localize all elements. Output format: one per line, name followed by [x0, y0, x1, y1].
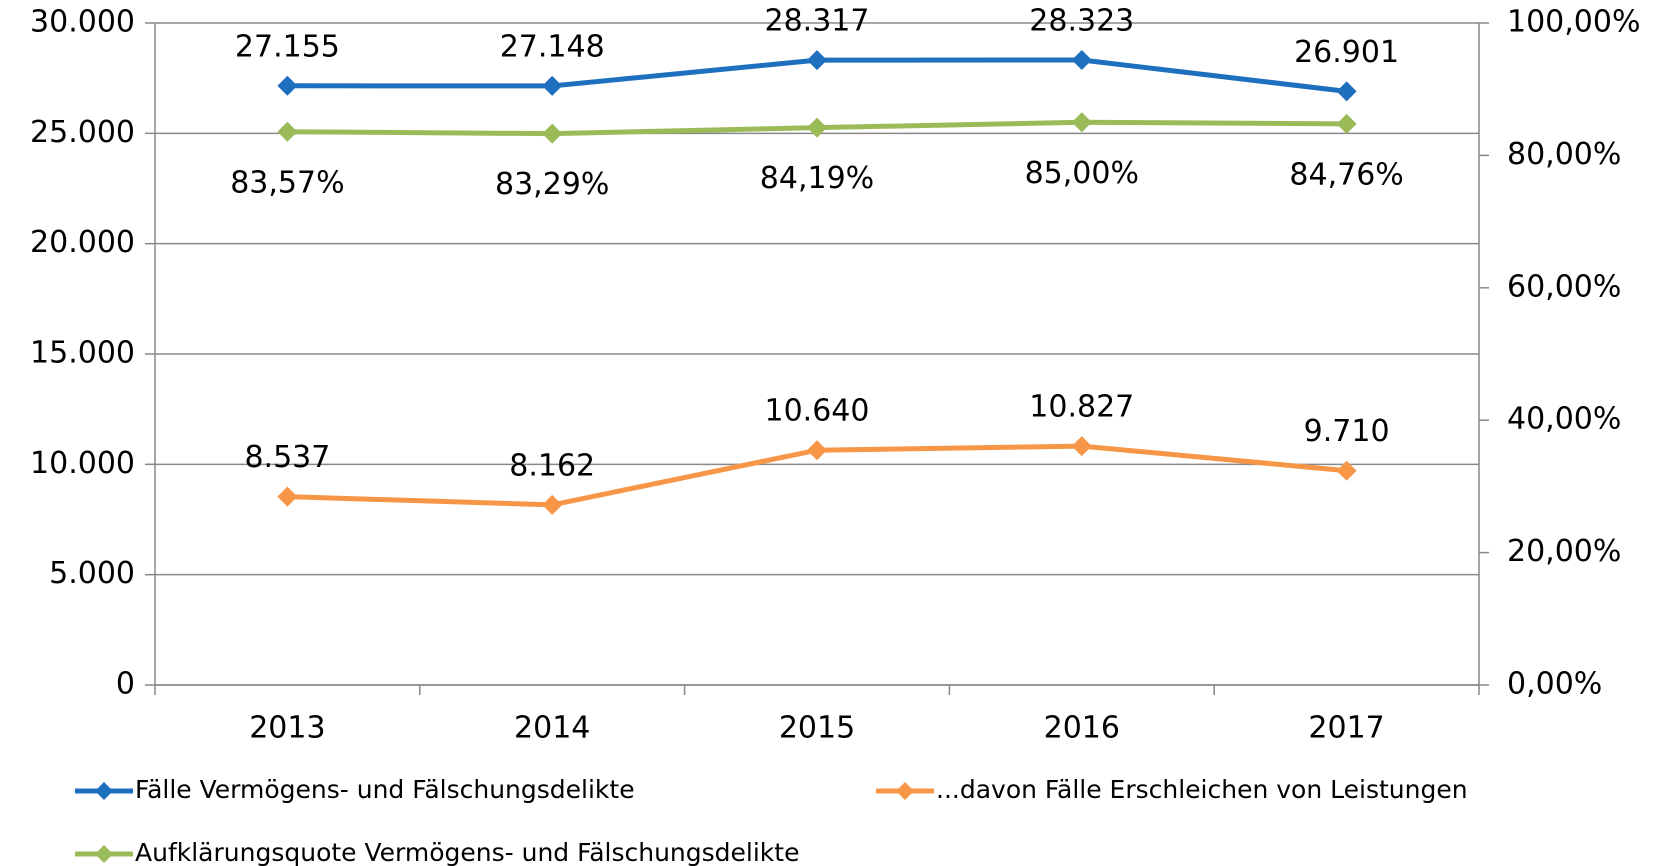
data-label: 84,19%: [760, 161, 874, 196]
data-label: 8.162: [509, 448, 595, 483]
marker: [807, 117, 827, 138]
y-tick-label: 30.000: [30, 5, 135, 40]
legend-label: Fälle Vermögens- und Fälschungsdelikte: [135, 775, 635, 804]
data-label: 84,76%: [1289, 157, 1403, 192]
y-tick-label: 10.000: [30, 446, 135, 481]
marker: [1336, 81, 1357, 102]
legend-label: ...davon Fälle Erschleichen von Leistung…: [936, 775, 1468, 804]
data-label: 83,29%: [495, 167, 609, 202]
marker: [1336, 460, 1357, 481]
x-tick-label: 2013: [249, 711, 325, 746]
y2-tick-label: 60,00%: [1507, 269, 1621, 304]
y2-tick-label: 0,00%: [1507, 667, 1602, 702]
y-tick-label: 0: [116, 667, 135, 702]
y-tick-label: 15.000: [30, 336, 135, 371]
marker: [542, 494, 563, 515]
legend-marker: [896, 782, 914, 800]
legend-label: Aufklärungsquote Vermögens- und Fälschun…: [135, 838, 799, 866]
marker: [542, 123, 563, 144]
data-label: 10.827: [1029, 390, 1134, 425]
marker: [1336, 113, 1357, 134]
marker: [807, 50, 827, 71]
y-tick-label: 5.000: [49, 556, 135, 591]
data-label: 28.317: [765, 4, 870, 39]
legend-marker: [95, 782, 113, 800]
data-label: 9.710: [1304, 414, 1390, 449]
y2-tick-label: 20,00%: [1507, 534, 1621, 569]
legend-marker: [95, 845, 113, 863]
marker: [277, 121, 298, 142]
x-tick-label: 2015: [779, 711, 855, 746]
data-label: 8.537: [244, 440, 330, 475]
marker: [1071, 112, 1092, 133]
data-label: 27.155: [235, 29, 340, 64]
data-label: 85,00%: [1025, 156, 1139, 191]
marker: [1071, 436, 1092, 457]
x-tick-label: 2017: [1308, 711, 1384, 746]
marker: [277, 486, 298, 507]
y-tick-label: 25.000: [30, 115, 135, 150]
marker: [1071, 50, 1092, 71]
marker: [542, 75, 563, 96]
data-label: 26.901: [1294, 35, 1399, 70]
data-label: 28.323: [1029, 4, 1134, 39]
marker: [277, 75, 298, 96]
marker: [807, 440, 827, 461]
x-tick-label: 2016: [1044, 711, 1120, 746]
data-label: 27.148: [500, 29, 605, 64]
y2-tick-label: 40,00%: [1507, 402, 1621, 437]
y2-tick-label: 80,00%: [1507, 137, 1621, 172]
y-tick-label: 20.000: [30, 225, 135, 260]
x-tick-label: 2014: [514, 711, 590, 746]
y2-tick-label: 100,00%: [1507, 5, 1640, 40]
data-label: 83,57%: [230, 165, 344, 200]
data-label: 10.640: [765, 394, 870, 429]
